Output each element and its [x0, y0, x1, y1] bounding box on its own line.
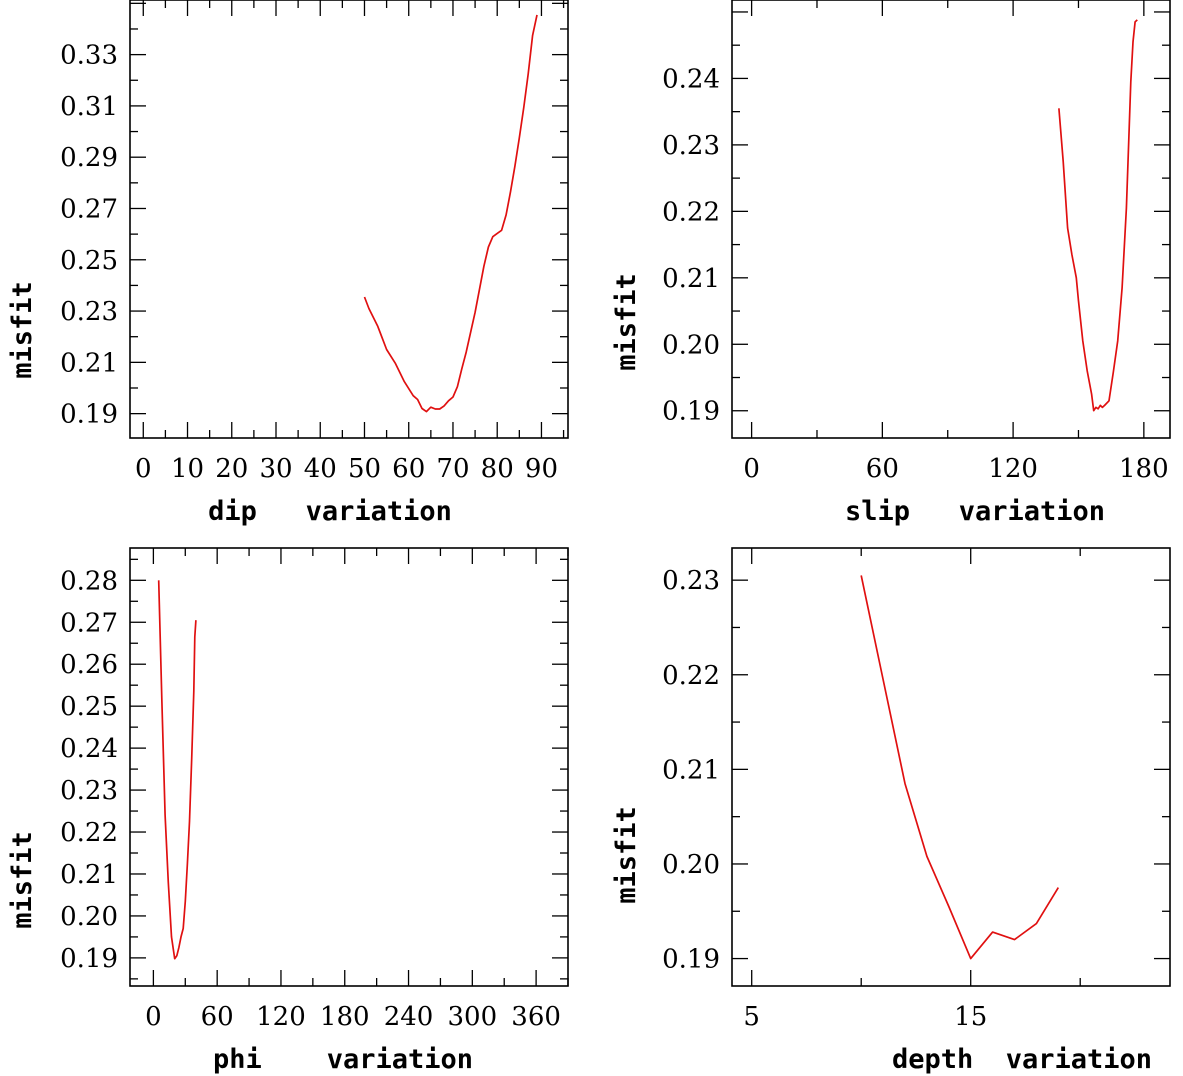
- y-axis-title: misfit: [7, 281, 38, 379]
- x-tick-label: 70: [436, 454, 469, 484]
- x-axis-title: dip variation: [208, 496, 452, 527]
- x-tick-label: 120: [988, 454, 1038, 484]
- y-tick-label: 0.19: [60, 944, 118, 974]
- x-tick-label: 300: [448, 1002, 498, 1032]
- chart-panel-top-left: 0 10 20 30 40 50 60 70 80 90 0.19 0.21 0.23 0.25 0.27 0…: [7, 0, 569, 527]
- y-tick-label: 0.24: [60, 734, 118, 764]
- x-tick-label: 0: [145, 1002, 162, 1032]
- plot-frame: [731, 547, 1171, 987]
- y-tick-label: 0.21: [662, 264, 720, 294]
- x-tick-label: 360: [511, 1002, 561, 1032]
- x-tick-label: 10: [171, 454, 204, 484]
- x-tick-label: 60: [201, 1002, 234, 1032]
- chart-panel-bottom-left: 0 60 120 180 240 300 360 0.19 0.20 0.21 0.22 0.23 0.…: [7, 547, 569, 1075]
- x-tick-label: 30: [259, 454, 292, 484]
- y-tick-label: 0.27: [60, 194, 118, 224]
- x-tick-label: 180: [1119, 454, 1169, 484]
- y-tick-label: 0.23: [662, 566, 720, 596]
- y-tick-label: 0.19: [662, 945, 720, 975]
- y-tick-label: 0.21: [60, 860, 118, 890]
- series-line-misfit: [363, 14, 538, 413]
- x-tick-label: 90: [525, 454, 558, 484]
- y-tick-label: 0.26: [60, 650, 118, 680]
- y-tick-label: 0.21: [60, 348, 118, 378]
- y-axis-title: misfit: [7, 831, 38, 929]
- y-tick-label: 0.19: [60, 400, 118, 430]
- y-tick-label: 0.22: [662, 661, 720, 691]
- x-tick-label: 40: [304, 454, 337, 484]
- y-tick-label: 0.22: [60, 818, 118, 848]
- x-tick-label: 0: [743, 454, 760, 484]
- y-tick-label: 0.23: [60, 776, 118, 806]
- plot-frame: [129, 0, 569, 439]
- y-tick-label: 0.20: [60, 902, 118, 932]
- y-tick-label: 0.27: [60, 608, 118, 638]
- plot-frame: [731, 0, 1171, 439]
- y-tick-label: 0.31: [60, 92, 118, 122]
- y-tick-label: 0.21: [662, 755, 720, 785]
- y-tick-label: 0.19: [662, 397, 720, 427]
- y-tick-label: 0.24: [662, 64, 720, 94]
- x-tick-label: 5: [743, 1002, 760, 1032]
- y-tick-label: 0.25: [60, 246, 118, 276]
- y-axis-title: misfit: [611, 273, 642, 371]
- x-tick-label: 60: [866, 454, 899, 484]
- x-tick-label: 0: [135, 454, 152, 484]
- y-tick-label: 0.23: [60, 297, 118, 327]
- y-tick-label: 0.23: [662, 131, 720, 161]
- y-tick-label: 0.20: [662, 850, 720, 880]
- y-tick-label: 0.25: [60, 692, 118, 722]
- series-line-misfit: [1058, 19, 1138, 412]
- y-axis-title: misfit: [611, 806, 642, 904]
- plot-frame: [129, 547, 569, 987]
- y-tick-label: 0.33: [60, 41, 118, 71]
- x-tick-label: 240: [384, 1002, 434, 1032]
- y-tick-label: 0.29: [60, 143, 118, 173]
- x-tick-label: 50: [348, 454, 381, 484]
- x-tick-label: 20: [215, 454, 248, 484]
- series-line-misfit: [860, 575, 1060, 960]
- chart-panel-bottom-right: 5 15 0.19 0.20 0.21 0.22 0.23 depth variation mi…: [611, 547, 1171, 1075]
- x-axis-title: slip variation: [845, 496, 1105, 527]
- x-axis-title: phi variation: [213, 1044, 473, 1075]
- x-tick-label: 15: [954, 1002, 987, 1032]
- chart-panel-top-right: 0 60 120 180 0.19 0.20 0.21 0.22 0.23 0.24 slip va…: [611, 0, 1171, 527]
- x-tick-label: 60: [392, 454, 425, 484]
- y-tick-label: 0.28: [60, 566, 118, 596]
- y-tick-label: 0.20: [662, 330, 720, 360]
- x-axis-title: depth variation: [892, 1044, 1152, 1075]
- series-line-misfit: [157, 580, 197, 960]
- x-tick-label: 120: [256, 1002, 306, 1032]
- x-tick-label: 180: [320, 1002, 370, 1032]
- x-tick-label: 80: [481, 454, 514, 484]
- y-tick-label: 0.22: [662, 197, 720, 227]
